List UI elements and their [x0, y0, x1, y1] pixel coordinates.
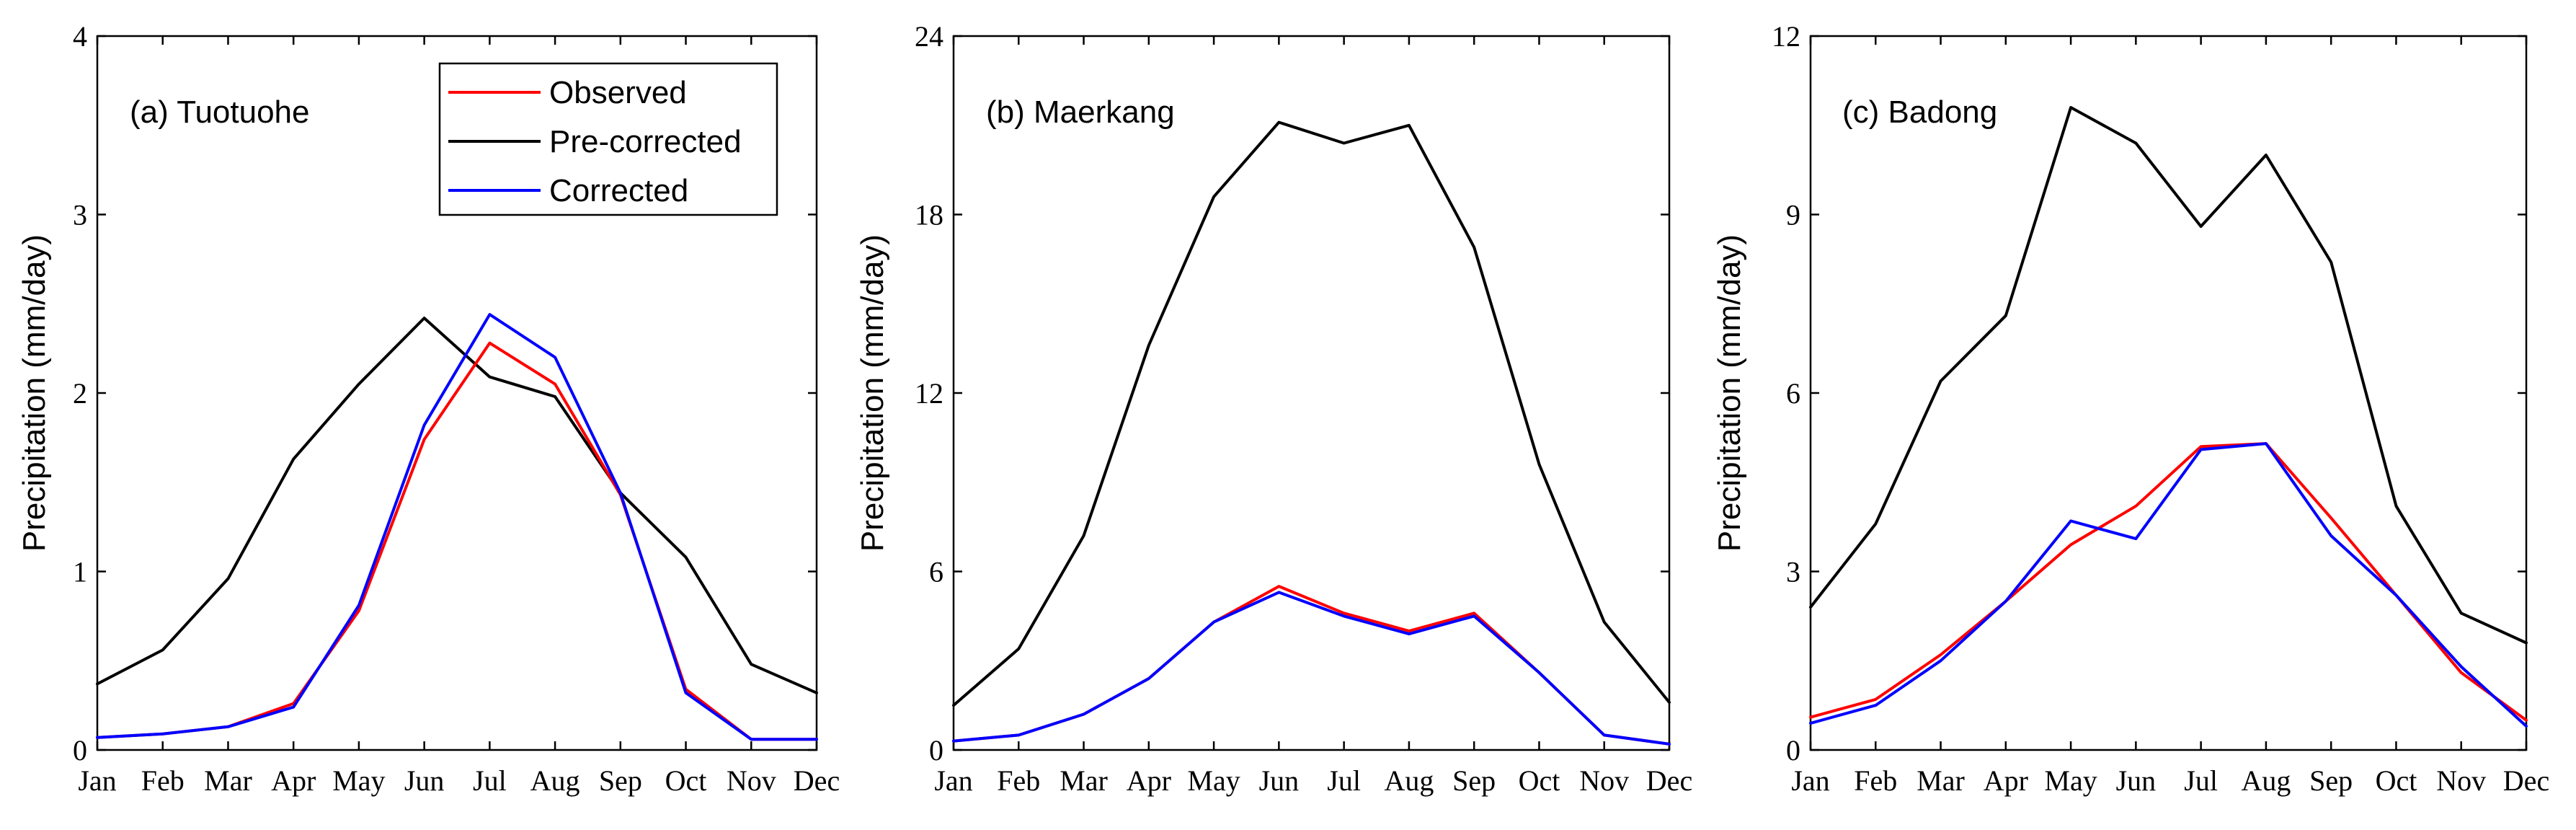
x-tick-label-may: May: [2044, 764, 2097, 797]
series-line-corrected: [96, 313, 818, 741]
y-axis-label: Precipitation (mm/day): [1712, 234, 1747, 552]
y-tick-label: 12: [915, 377, 943, 410]
x-tick-label-oct: Oct: [1519, 764, 1560, 797]
x-tick-label-sep: Sep: [1452, 764, 1496, 797]
series-lines: [952, 120, 1671, 746]
panel-badong: 0 3 6 9 12 Jan Feb Mar Apr May Jun Jul Aug Sep Oct Nov…: [1712, 20, 2549, 797]
y-axis-label: Precipitation (mm/day): [855, 234, 890, 552]
panel-title: (c) Badong: [1842, 94, 1997, 130]
legend-label-corrected: Corrected: [549, 173, 688, 208]
y-tick-label: 0: [929, 734, 943, 767]
series-lines: [1809, 106, 2528, 728]
legend-label-observed: Observed: [549, 75, 687, 110]
x-tick-label-jul: Jul: [2184, 764, 2218, 797]
series-line-corrected: [952, 591, 1671, 746]
series-line-pre-corrected: [96, 317, 818, 694]
x-tick-label-mar: Mar: [1060, 764, 1108, 797]
x-tick-label-jun: Jun: [404, 764, 445, 797]
x-tick-label-jun: Jun: [1259, 764, 1300, 797]
x-ticks: Jan Feb Mar Apr May Jun Jul Aug Sep Oct Nov Dec: [1791, 36, 2549, 797]
panel-title: (b) Maerkang: [986, 94, 1175, 130]
series-line-pre-corrected: [1809, 106, 2528, 645]
x-tick-label-feb: Feb: [1854, 764, 1897, 797]
x-tick-label-apr: Apr: [1984, 764, 2028, 797]
x-tick-label-sep: Sep: [2309, 764, 2353, 797]
y-tick-label: 9: [1786, 199, 1800, 231]
y-tick-label: 6: [1786, 377, 1800, 410]
x-ticks: Jan Feb Mar Apr May Jun Jul Aug Sep Oct Nov Dec: [934, 36, 1692, 797]
y-tick-label: 1: [73, 556, 87, 588]
y-tick-label: 3: [73, 199, 87, 231]
legend-box: [438, 62, 778, 216]
x-tick-label-nov: Nov: [727, 764, 776, 797]
x-tick-label-feb: Feb: [141, 764, 185, 797]
x-tick-label-dec: Dec: [1646, 764, 1692, 797]
x-tick-label-aug: Aug: [2241, 764, 2291, 797]
x-tick-label-jan: Jan: [1791, 764, 1829, 797]
y-tick-label: 3: [1786, 556, 1800, 588]
y-ticks: 0 1 2 3 4: [73, 20, 817, 767]
legend-label-pre-corrected: Pre-corrected: [549, 124, 742, 159]
y-tick-label: 6: [929, 556, 943, 588]
series-line-pre-corrected: [952, 120, 1671, 707]
x-tick-label-jan: Jan: [934, 764, 972, 797]
x-tick-label-apr: Apr: [271, 764, 316, 797]
y-ticks: 0 3 6 9 12: [1772, 20, 2526, 767]
panel-tuotuohe: 0 1 2 3 4 Jan Feb Mar Apr May Jun Jul Aug Sep Oct Nov D…: [17, 20, 840, 797]
x-tick-label-feb: Feb: [997, 764, 1040, 797]
y-tick-label: 0: [1786, 734, 1800, 767]
x-tick-label-jan: Jan: [78, 764, 116, 797]
y-tick-label: 18: [915, 199, 943, 231]
x-tick-label-dec: Dec: [794, 764, 840, 797]
x-tick-label-sep: Sep: [599, 764, 642, 797]
x-ticks: Jan Feb Mar Apr May Jun Jul Aug Sep Oct Nov Dec: [78, 36, 840, 797]
series-lines: [96, 313, 818, 741]
x-tick-label-aug: Aug: [530, 764, 580, 797]
x-tick-label-jul: Jul: [473, 764, 507, 797]
series-line-corrected: [1809, 442, 2528, 728]
x-tick-label-aug: Aug: [1384, 764, 1434, 797]
x-tick-label-jun: Jun: [2116, 764, 2157, 797]
x-tick-label-oct: Oct: [665, 764, 707, 797]
x-tick-label-may: May: [332, 764, 385, 797]
x-tick-label-mar: Mar: [1917, 764, 1965, 797]
x-tick-label-nov: Nov: [1579, 764, 1629, 797]
x-tick-label-jul: Jul: [1327, 764, 1361, 797]
x-tick-label-dec: Dec: [2503, 764, 2549, 797]
y-tick-label: 24: [915, 20, 943, 53]
x-tick-label-oct: Oct: [2376, 764, 2417, 797]
legend: Observed Pre-corrected Corrected: [438, 62, 778, 216]
y-tick-label: 4: [73, 20, 87, 53]
x-tick-label-mar: Mar: [204, 764, 252, 797]
x-tick-label-apr: Apr: [1127, 764, 1171, 797]
x-tick-label-nov: Nov: [2436, 764, 2486, 797]
x-tick-label-may: May: [1187, 764, 1240, 797]
panel-maerkang: 0 6 12 18 24 Jan Feb Mar Apr May Jun Jul Aug Sep Oct N…: [855, 20, 1692, 797]
y-axis-label: Precipitation (mm/day): [17, 234, 52, 552]
y-tick-label: 0: [73, 734, 87, 767]
y-tick-label: 2: [73, 377, 87, 410]
panel-title: (a) Tuotuohe: [130, 94, 310, 130]
y-ticks: 0 6 12 18 24: [915, 20, 1669, 767]
y-tick-label: 12: [1772, 20, 1800, 53]
